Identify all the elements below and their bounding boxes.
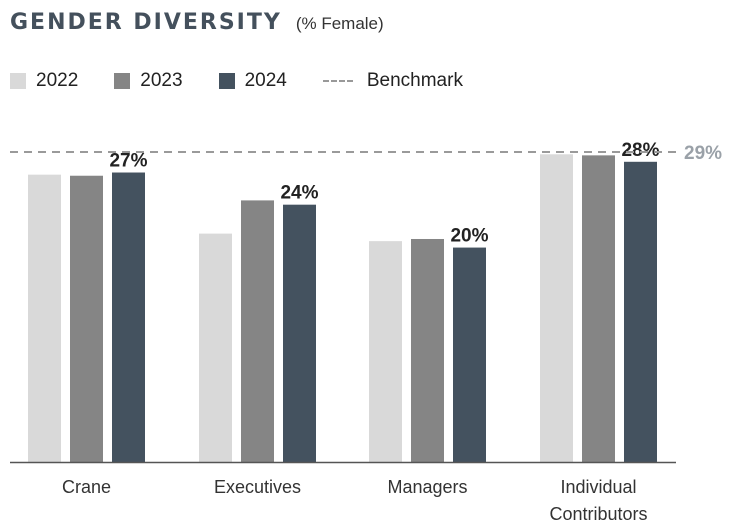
bar-managers-2023 <box>411 238 444 462</box>
chart-subtitle: (% Female) <box>295 14 384 33</box>
bar-crane-2023 <box>70 175 103 462</box>
bar-executives-2023 <box>241 200 274 462</box>
legend-swatch-2022 <box>10 73 26 89</box>
legend-item-2024: 2024 <box>218 70 287 92</box>
legend: 2022 2023 2024 Benchmark <box>10 70 499 92</box>
bar-managers-2022 <box>369 241 402 462</box>
bar-executives-2024 <box>283 204 316 462</box>
legend-swatch-2024 <box>218 73 235 89</box>
data-label-crane: 27% <box>109 151 147 172</box>
legend-label-2024: 2024 <box>244 70 287 91</box>
legend-item-2022: 2022 <box>10 70 78 92</box>
benchmark-value-label: 29% <box>684 143 722 164</box>
chart-title-row: GENDER DIVERSITY (% Female) <box>10 10 384 35</box>
bar-managers-2024 <box>453 247 486 462</box>
legend-dash-benchmark <box>322 80 353 82</box>
legend-label-benchmark: Benchmark <box>366 70 463 91</box>
bar-individual-contributors-2023 <box>582 155 615 462</box>
bar-individual-contributors-2022 <box>540 154 573 462</box>
x-tick-label-individual-contributors-1: Individual <box>560 477 636 497</box>
bar-executives-2022 <box>199 233 232 462</box>
data-label-managers: 20% <box>450 226 488 247</box>
legend-item-2023: 2023 <box>114 70 183 92</box>
bar-individual-contributors-2024 <box>624 161 657 462</box>
legend-item-benchmark: Benchmark <box>322 70 463 92</box>
legend-label-2023: 2023 <box>140 70 183 91</box>
data-label-executives: 24% <box>280 183 318 204</box>
x-tick-label-crane: Crane <box>62 477 111 497</box>
bar-crane-2024 <box>112 172 145 463</box>
legend-label-2022: 2022 <box>36 70 79 91</box>
x-tick-label-executives: Executives <box>214 477 301 497</box>
chart-title: GENDER DIVERSITY <box>10 10 282 35</box>
data-label-individual-contributors: 28% <box>621 140 659 161</box>
legend-swatch-2023 <box>114 73 131 89</box>
x-tick-label-individual-contributors-2: Contributors <box>549 504 647 524</box>
x-tick-label-managers: Managers <box>387 477 467 497</box>
bar-crane-2022 <box>28 174 61 462</box>
